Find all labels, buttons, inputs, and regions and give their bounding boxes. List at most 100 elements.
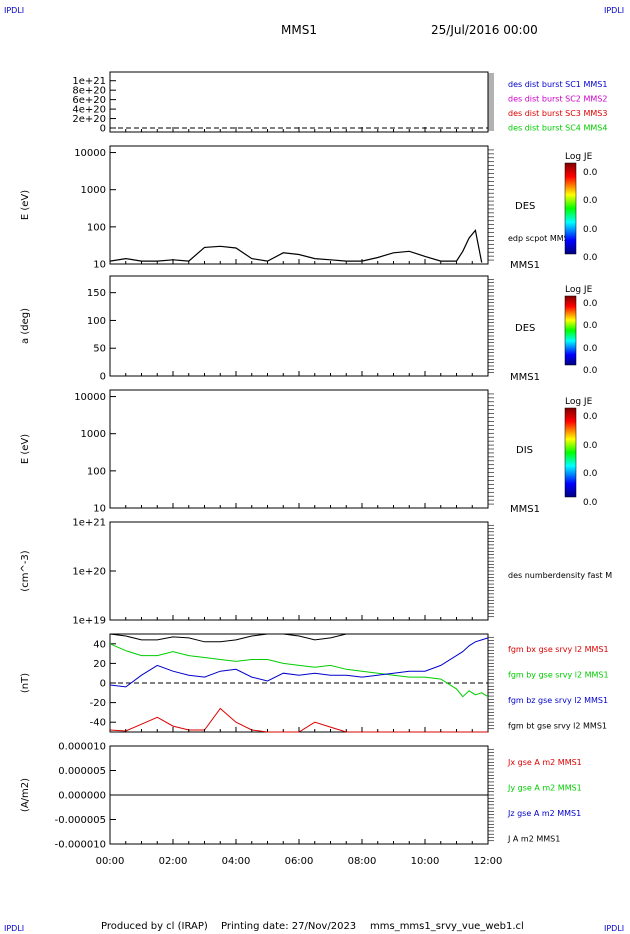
- legend-entry: Jy gse A m2 MMS1: [507, 784, 582, 793]
- colorbar-tick: 0.0: [583, 321, 598, 331]
- colorbar-gradient: [564, 407, 577, 498]
- colorbar-tick: 0.0: [583, 225, 598, 235]
- label-mms1-3: MMS1: [510, 504, 540, 515]
- y-tick-label: 0.000010: [58, 742, 106, 753]
- y-tick-label: 10000: [74, 148, 106, 159]
- legend-entry: fgm by gse srvy l2 MMS1: [508, 671, 609, 680]
- colorbar-des-pitch: Log JE 0.0 0.0 0.0 0.0: [564, 285, 598, 376]
- y-tick-label: 2e+20: [72, 114, 106, 125]
- y-tick-label: 10: [93, 504, 106, 515]
- y-tick-label: 0: [100, 679, 106, 690]
- legend-entry: Jz gse A m2 MMS1: [507, 809, 581, 818]
- footer-produced-by: Produced by cl (IRAP): [101, 921, 208, 932]
- y-tick-label: 50: [93, 344, 106, 355]
- legend-entry: des dist burst SC2 MMS2: [508, 95, 607, 104]
- legend-entry: des dist burst SC1 MMS1: [508, 80, 607, 89]
- legend-entry: fgm bt gse srvy l2 MMS1: [508, 722, 607, 731]
- x-tick-label: 10:00: [411, 856, 440, 867]
- panel-density-frame: [109, 521, 489, 621]
- label-mms1-1: MMS1: [510, 260, 540, 271]
- colorbar-tick: 0.0: [583, 344, 598, 354]
- y-tick-label: 4e+20: [72, 105, 106, 116]
- ylabel-density: (cm^-3): [20, 550, 31, 591]
- legend-entry: J A m2 MMS1: [507, 835, 560, 844]
- colorbar-tick: 0.0: [583, 498, 598, 508]
- colorbar-gradient: [564, 295, 577, 366]
- panel-dis-energy-frame: [109, 389, 489, 509]
- x-tick-label: 04:00: [222, 856, 251, 867]
- y-tick-label: 10000: [74, 392, 106, 403]
- colorbar-tick: 0.0: [583, 168, 598, 178]
- colorbar-title: Log JE: [565, 152, 593, 162]
- colorbar-tick: 0.0: [583, 196, 598, 206]
- y-tick-label: 20: [93, 659, 106, 670]
- y-tick-label: 1000: [81, 185, 106, 196]
- x-tick-label: 12:00: [474, 856, 503, 867]
- legend-entry: Jx gse A m2 MMS1: [507, 758, 582, 767]
- x-tick-label: 08:00: [348, 856, 377, 867]
- x-tick-label: 02:00: [159, 856, 188, 867]
- ylabel-current: (A/m2): [20, 778, 31, 812]
- ylabel-fgm: (nT): [20, 673, 31, 693]
- y-tick-label: 0.000005: [58, 766, 106, 777]
- label-dis: DIS: [516, 445, 533, 456]
- colorbar-tick: 0.0: [583, 253, 598, 263]
- corner-label-bottom-right: IPDLI: [604, 924, 624, 933]
- legend-entry: fgm bx gse srvy l2 MMS1: [508, 645, 609, 654]
- panel-des-pitch-frame: [109, 275, 489, 377]
- ylabel-dis-energy: E (eV): [20, 434, 31, 464]
- colorbar-des-energy: Log JE 0.0 0.0 0.0 0.0: [564, 152, 598, 263]
- y-tick-label: 8e+20: [72, 86, 106, 97]
- label-edp-scpot: edp scpot MMS1: [508, 234, 574, 243]
- y-tick-label: 1e+20: [72, 567, 106, 578]
- series-bx: [109, 707, 488, 733]
- y-tick-label: -0.000010: [55, 840, 106, 851]
- corner-label-top-right: IPDLI: [604, 6, 624, 15]
- colorbar-tick: 0.0: [583, 299, 598, 309]
- page-title: MMS1: [281, 23, 317, 37]
- footer-file: mms_mms1_srvy_vue_web1.cl: [370, 921, 524, 932]
- legend-entry: des dist burst SC4 MMS4: [508, 124, 607, 133]
- series-by: [109, 643, 489, 698]
- y-tick-label: 100: [87, 466, 106, 477]
- colorbar-title: Log JE: [565, 397, 593, 407]
- series-bt: [109, 633, 488, 643]
- y-tick-label: 1e+19: [72, 616, 106, 627]
- series-bz: [109, 637, 489, 688]
- corner-label-bottom-left: IPDLI: [4, 924, 24, 933]
- page-date: 25/Jul/2016 00:00: [431, 23, 538, 37]
- legend-entry: fgm bz gse srvy l2 MMS1: [508, 696, 608, 705]
- y-tick-label: 0.000000: [58, 791, 106, 802]
- corner-label-top-left: IPDLI: [4, 6, 24, 15]
- series-edp-scpot: [109, 229, 483, 263]
- colorbar-tick: 0.0: [583, 469, 598, 479]
- y-tick-label: -40: [90, 718, 106, 729]
- legend-entry: des dist burst SC3 MMS3: [508, 109, 607, 118]
- y-tick-label: 10: [93, 260, 106, 271]
- y-tick-label: 100: [87, 316, 106, 327]
- panel-counts-frame: [109, 71, 489, 133]
- colorbar-tick: 0.0: [583, 441, 598, 451]
- colorbar-gradient: [564, 162, 577, 255]
- y-tick-label: 6e+20: [72, 95, 106, 106]
- y-tick-label: -0.000005: [55, 815, 106, 826]
- y-tick-label: 1000: [81, 429, 106, 440]
- label-des-2: DES: [515, 323, 535, 334]
- ylabel-des-energy: E (eV): [20, 190, 31, 220]
- colorbar-title: Log JE: [565, 285, 593, 295]
- y-tick-label: 40: [93, 639, 106, 650]
- label-des-1: DES: [515, 201, 535, 212]
- ylabel-des-pitch: a (deg): [20, 308, 31, 344]
- label-density: des numberdensity fast M: [508, 571, 612, 580]
- footer-printing-date: Printing date: 27/Nov/2023: [221, 921, 356, 932]
- y-tick-label: 1e+21: [72, 518, 106, 529]
- x-tick-label: 00:00: [96, 856, 125, 867]
- colorbar-dis-energy: Log JE 0.0 0.0 0.0 0.0: [564, 397, 598, 508]
- colorbar-tick: 0.0: [583, 412, 598, 422]
- y-tick-label: 0: [100, 372, 106, 383]
- y-tick-label: 0: [100, 124, 106, 135]
- y-tick-label: 1e+21: [72, 76, 106, 87]
- y-tick-label: 150: [87, 288, 106, 299]
- panel-des-energy-frame: [109, 145, 489, 265]
